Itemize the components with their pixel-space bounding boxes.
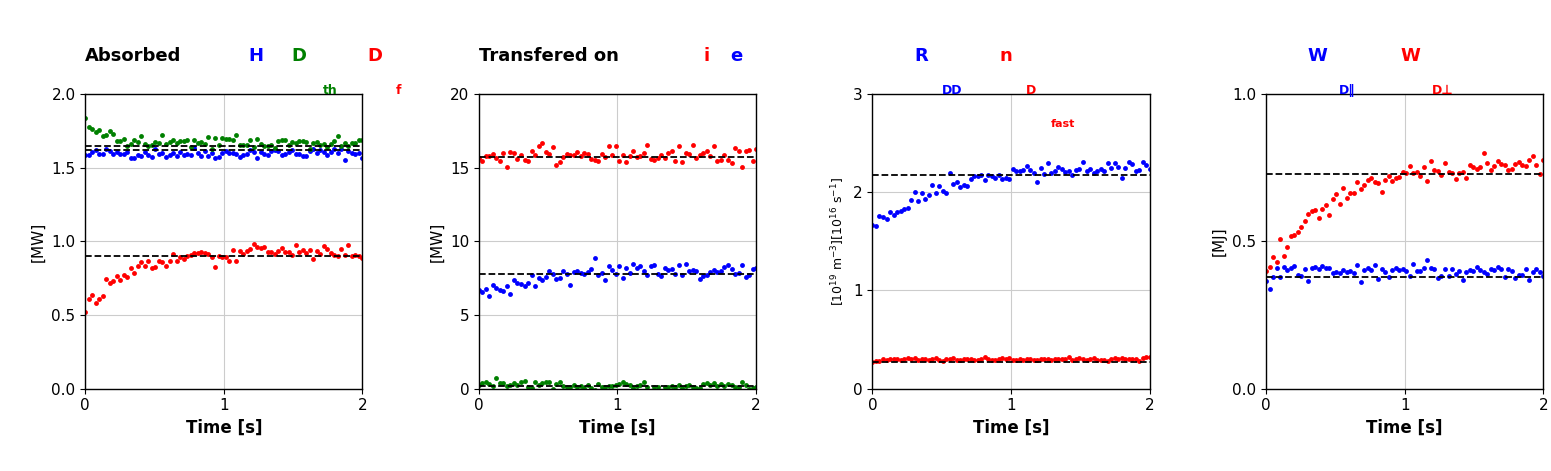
Text: th: th — [323, 84, 338, 97]
X-axis label: Time [s]: Time [s] — [579, 419, 656, 437]
Text: D⊥: D⊥ — [1432, 84, 1453, 97]
Text: D: D — [368, 47, 383, 65]
X-axis label: Time [s]: Time [s] — [1366, 419, 1442, 437]
Text: W: W — [1307, 47, 1328, 65]
Y-axis label: [10$^{19}$ m$^{-3}$][10$^{16}$ s$^{-1}$]: [10$^{19}$ m$^{-3}$][10$^{16}$ s$^{-1}$] — [830, 177, 847, 306]
Text: D‖: D‖ — [1339, 84, 1356, 97]
Text: R: R — [914, 47, 927, 65]
Text: i: i — [704, 47, 710, 65]
Text: e: e — [731, 47, 743, 65]
X-axis label: Time [s]: Time [s] — [186, 419, 262, 437]
Text: D: D — [1025, 84, 1036, 97]
Y-axis label: [MJ]: [MJ] — [1211, 227, 1227, 256]
Text: n: n — [999, 47, 1013, 65]
Text: Transfered on: Transfered on — [479, 47, 619, 65]
X-axis label: Time [s]: Time [s] — [972, 419, 1050, 437]
Text: Absorbed: Absorbed — [85, 47, 181, 65]
Text: f: f — [396, 84, 402, 97]
Text: D: D — [292, 47, 307, 65]
Text: W: W — [1401, 47, 1421, 65]
Y-axis label: [MW]: [MW] — [430, 221, 445, 261]
Y-axis label: [MW]: [MW] — [31, 221, 47, 261]
Text: DD: DD — [941, 84, 963, 97]
Text: H: H — [248, 47, 264, 65]
Text: fast: fast — [1050, 119, 1075, 129]
